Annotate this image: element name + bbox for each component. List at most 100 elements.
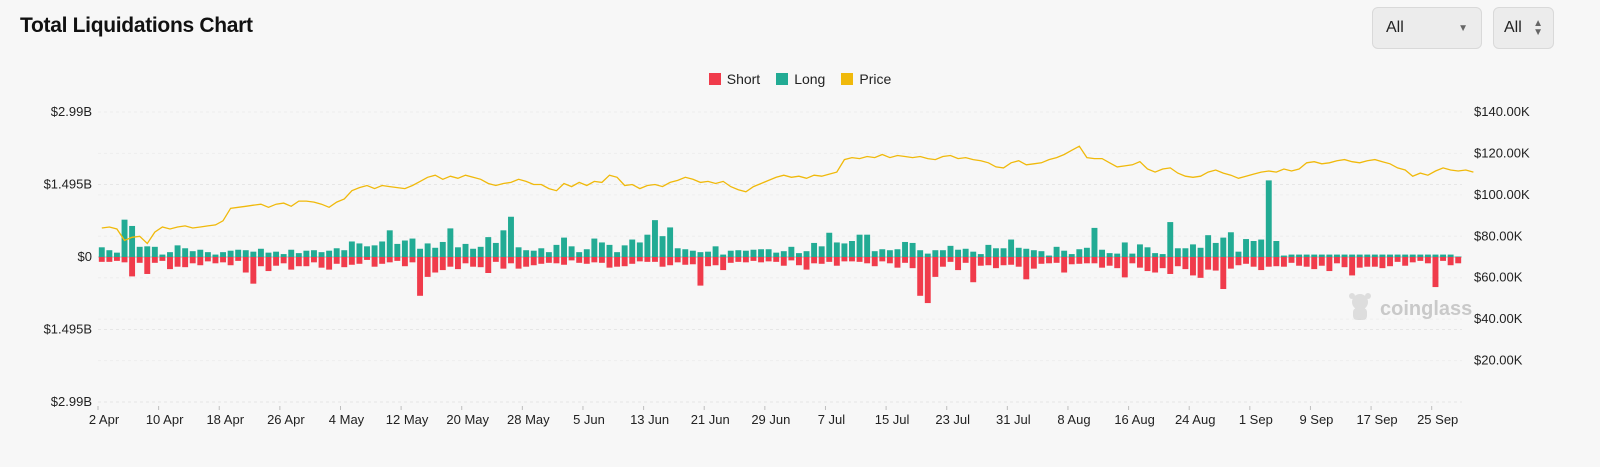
short-bar — [1296, 257, 1303, 266]
short-bar — [932, 257, 939, 277]
short-bar — [1008, 257, 1015, 265]
short-bar — [1129, 257, 1136, 264]
long-bar — [144, 246, 151, 257]
short-bar — [1030, 257, 1037, 269]
legend-item-price[interactable]: Price — [841, 71, 891, 87]
long-bar — [818, 246, 825, 257]
long-bar — [811, 242, 818, 257]
short-bar — [811, 257, 818, 264]
long-bar — [1424, 254, 1431, 257]
long-bar — [864, 234, 871, 257]
short-bar — [204, 257, 211, 262]
short-bar — [750, 257, 757, 261]
y-tick-label: $2.99B — [51, 104, 92, 119]
long-bar — [98, 247, 105, 257]
short-bar — [735, 257, 742, 262]
long-bar — [257, 248, 264, 257]
x-tick-label: 23 Jul — [935, 412, 970, 427]
legend-label-short: Short — [726, 71, 761, 87]
short-bar — [144, 257, 151, 274]
short-bar — [614, 257, 621, 267]
long-bar — [1371, 254, 1378, 257]
short-bar — [924, 257, 931, 304]
long-bar — [1394, 254, 1401, 257]
long-bar — [106, 250, 113, 257]
long-bar — [917, 250, 924, 257]
long-bar — [197, 249, 204, 257]
short-bar — [1068, 257, 1075, 265]
short-bar — [1136, 257, 1143, 268]
short-bar — [803, 257, 810, 270]
short-bar — [856, 257, 863, 262]
short-bar — [553, 257, 560, 264]
x-tick-label: 2 Apr — [89, 412, 120, 427]
long-bar — [909, 242, 916, 257]
short-bar — [1356, 257, 1363, 268]
short-bar — [985, 257, 992, 266]
short-bar — [765, 257, 772, 262]
short-bar — [1152, 257, 1159, 273]
long-bar — [151, 246, 158, 257]
range-select[interactable]: All ▼ — [1372, 7, 1482, 49]
short-bar — [1083, 257, 1090, 264]
long-bar — [356, 243, 363, 257]
short-bar — [1046, 257, 1052, 264]
x-tick-label: 24 Aug — [1175, 412, 1216, 427]
logo-ear — [1349, 293, 1355, 299]
long-bar — [788, 246, 795, 257]
x-tick-label: 16 Aug — [1114, 412, 1155, 427]
long-bar — [947, 245, 954, 257]
long-bar — [113, 252, 120, 257]
short-bar — [1424, 257, 1431, 264]
short-bar — [462, 257, 469, 264]
long-bar — [894, 249, 901, 257]
price-series — [101, 145, 1474, 245]
legend-swatch-long — [776, 73, 789, 85]
legend-item-short[interactable]: Short — [708, 71, 761, 87]
long-bar — [561, 237, 567, 257]
long-bar — [606, 244, 613, 257]
legend-label-price: Price — [859, 71, 892, 87]
long-bar — [697, 252, 704, 257]
y-right-tick-label: $80.00K — [1474, 228, 1523, 243]
y-tick-label: $1.495B — [44, 177, 92, 192]
x-tick-label: 31 Jul — [996, 412, 1031, 427]
short-bar — [1235, 257, 1242, 266]
long-bar — [1296, 254, 1303, 257]
legend-item-long[interactable]: Long — [776, 71, 825, 87]
long-bar — [1235, 251, 1242, 257]
short-bar — [1099, 257, 1106, 268]
long-bar — [1273, 241, 1280, 257]
interval-select[interactable]: All ▲ ▼ — [1493, 7, 1554, 49]
long-bar — [371, 245, 378, 257]
short-bar — [576, 257, 583, 263]
short-bar — [561, 257, 567, 265]
long-bar — [1432, 254, 1439, 257]
short-bar — [1394, 257, 1401, 262]
short-bar — [712, 257, 719, 266]
short-bar — [470, 257, 477, 267]
long-bar — [636, 242, 643, 257]
short-bar — [1091, 257, 1098, 264]
long-bar — [1015, 247, 1022, 257]
long-bar — [977, 254, 984, 257]
short-bar — [386, 257, 393, 263]
long-bar — [1038, 251, 1045, 257]
long-bar — [962, 248, 969, 257]
long-bar — [1220, 237, 1227, 257]
short-bar — [333, 257, 340, 264]
short-bar — [1280, 257, 1287, 267]
short-bar — [1326, 257, 1333, 272]
long-bar — [265, 252, 272, 257]
short-bar — [492, 257, 499, 262]
logo-body — [1353, 308, 1367, 320]
short-bar — [136, 257, 143, 263]
long-bar — [568, 246, 575, 257]
long-bar — [1000, 248, 1007, 257]
y-axis-left: $2.99B $1.495B $0 $1.495B $2.99B — [44, 104, 92, 409]
short-bar — [909, 257, 916, 269]
long-bar — [1303, 254, 1310, 257]
long-bar — [659, 236, 666, 257]
x-tick-label: 15 Jul — [875, 412, 910, 427]
